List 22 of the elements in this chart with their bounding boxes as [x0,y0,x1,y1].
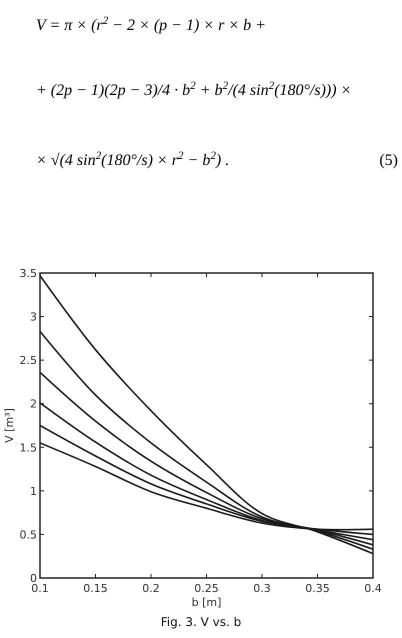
x-tick-label: 0.3 [253,582,271,595]
y-tick-label: 0.5 [20,528,37,542]
x-axis-title: b [m] [192,596,222,609]
y-tick-label: 3 [30,310,37,324]
y-tick-label: 1.5 [20,441,37,454]
y-axis-title: V [m³] [3,408,16,443]
text: + (2p − 1)(2p − 3)/4 · b$^{2}$ + b$^{2}$/(4 sin$^{2}$(180°/s))) × [36,80,352,99]
text: × √(4 sin$^{2}$(180°/s) × r$^{2}$ − b$^{2}$) . [36,150,230,169]
text: (5) [379,152,398,169]
y-tick-label: 2.5 [20,354,37,368]
x-tick-label: 0.2 [142,582,160,595]
x-tick-label: 0.35 [305,582,330,595]
x-tick-label: 0.1 [31,582,49,595]
y-tick-label: 3.5 [20,267,37,280]
caption: Fig. 3. V vs. b [160,615,242,629]
y-tick-label: 1 [30,484,37,498]
x-tick-label: 0.25 [194,582,219,595]
y-tick-label: 0 [30,572,37,585]
x-tick-label: 0.15 [83,582,108,595]
y-tick-label: 2 [30,398,37,411]
text: V = π × (r$^{2}$ − 2 × (p − 1) × r × b + [36,15,266,34]
x-tick-label: 0.4 [364,582,382,595]
